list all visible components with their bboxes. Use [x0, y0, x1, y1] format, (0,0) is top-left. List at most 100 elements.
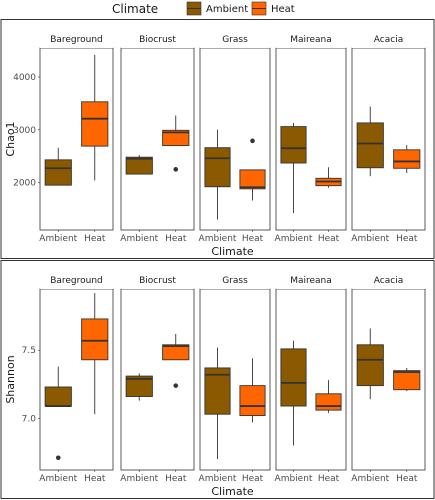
- x-tick-label: Ambient: [199, 474, 237, 484]
- x-tick-label: Heat: [318, 234, 340, 244]
- box-ambient: [204, 347, 231, 460]
- facet-strip: [352, 33, 425, 48]
- facet-strip-label: Grass: [222, 276, 248, 286]
- x-tick-label: Heat: [396, 234, 418, 244]
- y-tick-label: 3000: [13, 126, 36, 136]
- box-iqr: [125, 156, 153, 175]
- x-tick-label: Ambient: [120, 234, 158, 244]
- x-tick-label: Heat: [165, 474, 187, 484]
- box-heat: [315, 167, 342, 188]
- x-axis-title: Climate: [211, 245, 254, 258]
- facet-strip: [200, 274, 270, 289]
- box-iqr: [162, 129, 190, 147]
- facet-strip-label: Bareground: [50, 276, 103, 286]
- box-iqr: [356, 122, 384, 169]
- box-ambient: [44, 147, 72, 186]
- y-tick-label: 4000: [13, 73, 36, 83]
- facet-acacia: Acacia Ambient Heat: [351, 33, 426, 244]
- x-tick-label: Ambient: [275, 234, 313, 244]
- facet-strip-label: Biocrust: [139, 276, 176, 286]
- facet-strip: [40, 274, 113, 289]
- box-ambient: [356, 106, 384, 177]
- facet-maireana: Maireana Ambient Heat: [275, 33, 347, 244]
- facet-strip: [200, 33, 270, 48]
- box-ambient: [44, 366, 72, 461]
- facet-panel: [199, 47, 271, 231]
- facet-strip-label: Acacia: [374, 35, 403, 45]
- y-tick-label: 2000: [13, 179, 36, 189]
- outlier-point: [55, 455, 61, 461]
- box-heat: [239, 358, 266, 423]
- facet-strip-label: Bareground: [50, 35, 103, 45]
- facet-panel: [39, 288, 114, 471]
- facet-biocrust: Biocrust Ambient Heat: [120, 33, 195, 244]
- box-heat: [162, 115, 190, 172]
- facet-strip-label: Acacia: [374, 276, 403, 286]
- box-iqr: [125, 375, 153, 397]
- x-tick-label: Ambient: [39, 234, 77, 244]
- box-iqr: [356, 344, 384, 387]
- box-ambient: [280, 340, 307, 446]
- chart-frame-bottom: [0, 260, 435, 499]
- box-heat: [162, 333, 190, 388]
- facet-strip-label: Biocrust: [139, 35, 176, 45]
- box-iqr: [162, 344, 190, 361]
- box-iqr: [81, 101, 109, 147]
- facet-strip: [121, 33, 194, 48]
- facet-strip: [352, 274, 425, 289]
- y-tick-label: 7.5: [22, 346, 36, 356]
- box-iqr: [239, 385, 266, 417]
- outlier-point: [173, 383, 179, 388]
- x-tick-label: Heat: [165, 234, 187, 244]
- y-axis-title: Shannon: [4, 355, 17, 403]
- box-iqr: [81, 318, 109, 361]
- facet-grass: Grass Ambient Heat: [199, 33, 271, 244]
- facet-bareground: Bareground Ambient Heat: [39, 274, 114, 484]
- x-tick-label: Heat: [242, 234, 264, 244]
- box-iqr: [315, 393, 342, 411]
- x-tick-label: Ambient: [199, 234, 237, 244]
- box-iqr: [204, 367, 231, 415]
- box-ambient: [125, 155, 153, 175]
- box-iqr: [204, 147, 231, 188]
- facet-strip: [40, 33, 113, 48]
- x-tick-label: Heat: [396, 474, 418, 484]
- box-ambient: [125, 373, 153, 401]
- facet-grass: Grass Ambient Heat: [199, 274, 271, 484]
- x-tick-label: Heat: [242, 474, 264, 484]
- x-tick-label: Heat: [84, 234, 106, 244]
- box-heat: [315, 380, 342, 413]
- y-axis-title: Chao1: [4, 121, 17, 156]
- outlier-point: [173, 167, 179, 172]
- facet-acacia: Acacia Ambient Heat: [351, 274, 426, 484]
- x-tick-label: Ambient: [351, 234, 389, 244]
- y-tick-label: 7.0: [22, 414, 37, 424]
- x-tick-label: Ambient: [39, 474, 77, 484]
- chart-row-shannon: Shannon 7.0 7.5 Climate Bareground Ambient Hea…: [4, 274, 426, 498]
- legend-title: Climate: [112, 2, 158, 16]
- x-tick-label: Heat: [318, 474, 340, 484]
- box-heat: [81, 54, 109, 181]
- box-heat: [393, 145, 421, 174]
- box-heat: [81, 293, 109, 415]
- legend-label-ambient: Ambient: [206, 4, 248, 15]
- legend: Climate Ambient Heat: [112, 1, 295, 16]
- box-iqr: [393, 149, 421, 169]
- chart-row-chao1: Chao1 2000 3000 4000 Climate Bareground Ambien…: [4, 33, 426, 258]
- outlier-point: [250, 138, 255, 144]
- box-ambient: [204, 129, 231, 220]
- x-tick-label: Ambient: [275, 474, 313, 484]
- facet-strip: [276, 33, 346, 48]
- facet-biocrust: Biocrust Ambient Heat: [120, 274, 195, 484]
- facet-strip: [121, 274, 194, 289]
- x-tick-label: Ambient: [120, 474, 158, 484]
- box-heat: [393, 367, 421, 392]
- box-iqr: [44, 159, 72, 186]
- x-tick-label: Ambient: [351, 474, 389, 484]
- x-axis-title: Climate: [211, 485, 254, 498]
- box-iqr: [280, 348, 307, 407]
- facet-strip: [276, 274, 346, 289]
- facet-strip-label: Maireana: [290, 35, 332, 45]
- facet-bareground: Bareground Ambient Heat: [39, 33, 114, 244]
